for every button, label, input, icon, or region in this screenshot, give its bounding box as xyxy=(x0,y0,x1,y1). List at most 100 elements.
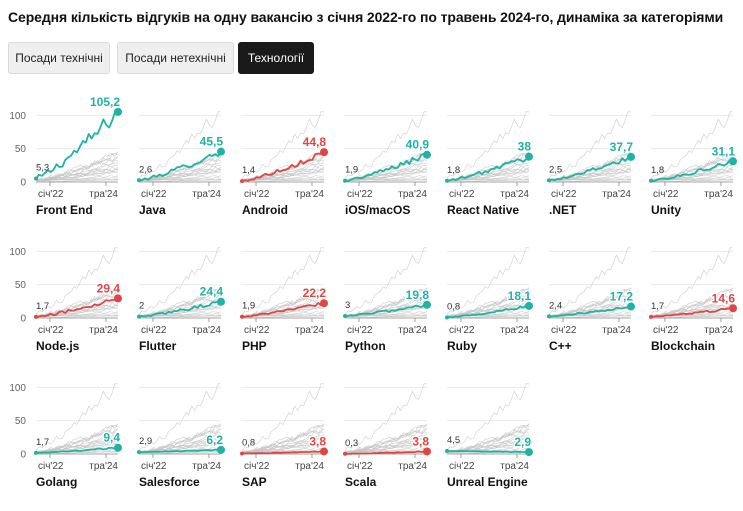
x-tick-label: тра'24 xyxy=(602,325,631,336)
end-value-label: 105,2 xyxy=(90,95,120,109)
x-tick-label: січ'22 xyxy=(38,325,64,336)
series-end-point[interactable] xyxy=(217,147,225,156)
background-series-line xyxy=(241,311,325,318)
series-end-point[interactable] xyxy=(525,301,533,310)
background-series-line xyxy=(344,151,428,181)
series-end-point[interactable] xyxy=(320,447,328,456)
panel-plot: 2,4 17,2 січ'22 тра'24 xyxy=(547,247,635,336)
x-tick-label: тра'24 xyxy=(89,461,118,472)
start-value-label: 1,7 xyxy=(651,301,664,312)
x-tick-label: січ'22 xyxy=(244,189,270,200)
series-start-point xyxy=(445,315,449,320)
end-value-label: 22,2 xyxy=(303,286,327,300)
tab-technical-positions[interactable]: Посади технічні xyxy=(8,42,110,74)
series-start-point xyxy=(649,314,653,319)
series-start-point xyxy=(34,450,38,455)
series-end-point[interactable] xyxy=(320,299,328,308)
background-series-line xyxy=(138,292,222,318)
series-end-point[interactable] xyxy=(525,152,533,161)
background-series-line xyxy=(241,247,325,315)
x-tick-label: тра'24 xyxy=(398,325,427,336)
background-series-line xyxy=(446,315,530,319)
background-series-line xyxy=(344,111,428,179)
x-tick-label: тра'24 xyxy=(602,189,631,200)
series-end-point[interactable] xyxy=(423,300,431,309)
end-value-label: 24,4 xyxy=(200,285,224,299)
start-value-label: 4,5 xyxy=(447,435,460,446)
series-start-point xyxy=(137,314,141,319)
panel-plot: 2,6 45,5 січ'22 тра'24 xyxy=(137,111,225,200)
background-series-line xyxy=(446,111,530,179)
series-end-point[interactable] xyxy=(217,445,225,454)
background-series-line xyxy=(446,175,530,182)
series-line xyxy=(138,151,222,182)
background-series-line xyxy=(344,447,428,454)
series-name-label: iOS/macOS xyxy=(345,203,411,217)
series-line xyxy=(241,151,325,182)
background-series-line xyxy=(139,178,222,181)
background-series-line xyxy=(138,179,222,183)
start-value-label: 5,3 xyxy=(36,162,49,173)
x-tick-label: тра'24 xyxy=(89,325,118,336)
series-end-point[interactable] xyxy=(114,443,122,452)
chart-panel: 1,9 40,9 січ'22 тра'24 iOS/macOS xyxy=(343,98,445,220)
chart-panel: 1,8 38 січ'22 тра'24 React Native xyxy=(445,98,547,220)
background-series-line xyxy=(35,383,119,451)
x-tick-label: січ'22 xyxy=(347,325,373,336)
tab-technologies[interactable]: Технології xyxy=(238,42,314,74)
background-series-line xyxy=(650,292,734,317)
series-end-point[interactable] xyxy=(627,302,635,311)
background-series-line xyxy=(242,178,325,181)
background-series-line xyxy=(548,175,632,182)
series-end-point[interactable] xyxy=(114,107,122,116)
series-end-point[interactable] xyxy=(729,304,737,313)
x-tick-label: січ'22 xyxy=(141,461,167,472)
background-series-line xyxy=(446,428,530,454)
series-end-point[interactable] xyxy=(627,152,635,161)
series-start-point xyxy=(34,176,38,181)
series-end-point[interactable] xyxy=(217,297,225,306)
background-series-line xyxy=(138,287,222,317)
series-end-point[interactable] xyxy=(423,150,431,159)
chart-panel: 0,8 18,1 січ'22 тра'24 Ruby xyxy=(445,234,547,356)
background-series-line xyxy=(35,175,119,182)
series-end-point[interactable] xyxy=(320,148,328,157)
series-start-point xyxy=(343,314,347,318)
start-value-label: 3 xyxy=(345,300,350,311)
background-series-line xyxy=(241,383,325,451)
series-name-label: C++ xyxy=(549,339,572,353)
series-start-point xyxy=(240,179,244,184)
start-value-label: 1,8 xyxy=(447,165,460,176)
background-series-line xyxy=(241,428,325,454)
series-line xyxy=(548,156,632,182)
series-line xyxy=(241,302,325,318)
x-tick-label: січ'22 xyxy=(347,189,373,200)
y-tick-label: 100 xyxy=(9,247,26,258)
start-value-label: 2,9 xyxy=(139,436,152,447)
background-series-line xyxy=(138,156,222,182)
series-line xyxy=(35,297,119,318)
background-series-line xyxy=(650,287,734,317)
background-series-line xyxy=(138,428,222,454)
tab-non-technical-positions[interactable]: Посади нетехнічні xyxy=(117,42,234,74)
x-tick-label: тра'24 xyxy=(500,461,529,472)
x-tick-label: тра'24 xyxy=(500,325,529,336)
x-tick-label: тра'24 xyxy=(192,325,221,336)
background-series-line xyxy=(345,178,428,181)
background-series-line xyxy=(35,151,119,181)
end-value-label: 2,9 xyxy=(514,435,531,449)
series-end-point[interactable] xyxy=(423,447,431,456)
background-series-line xyxy=(35,179,119,183)
series-line xyxy=(344,450,428,455)
background-series-line xyxy=(138,175,222,182)
series-end-point[interactable] xyxy=(114,294,122,303)
series-end-point[interactable] xyxy=(729,157,737,166)
end-value-label: 40,9 xyxy=(406,138,430,152)
x-tick-label: тра'24 xyxy=(398,461,427,472)
chart-panel: 4,5 2,9 січ'22 тра'24 Unreal Engine xyxy=(445,370,547,492)
background-series-line xyxy=(548,287,632,317)
background-series-line xyxy=(35,315,119,319)
series-end-point[interactable] xyxy=(525,448,533,457)
x-tick-label: тра'24 xyxy=(398,189,427,200)
start-value-label: 2,4 xyxy=(549,300,562,311)
